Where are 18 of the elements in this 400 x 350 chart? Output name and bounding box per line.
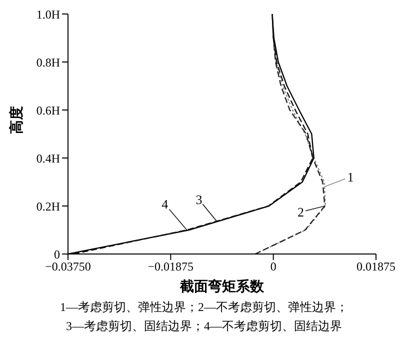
y-tick-label: 0.6H (36, 103, 60, 118)
x-tick-label: −0.03750 (45, 260, 91, 274)
y-axis-title: 高度 (8, 106, 25, 134)
x-axis-title: 截面弯矩系数 (178, 278, 265, 296)
y-tick-label: 0.8H (36, 55, 60, 70)
series-label: 4 (162, 196, 169, 212)
x-tick-label: 0.01875 (356, 260, 396, 274)
x-tick-label: −0.01875 (148, 260, 194, 274)
series-label: 3 (196, 192, 202, 208)
y-tick-label: 0.2H (36, 199, 60, 214)
text: 3—考虑剪切、固结边界；4—不考虑剪切、固结边界 (65, 318, 343, 335)
y-tick-label: 0.4H (36, 151, 60, 166)
series-label: 2 (298, 204, 304, 220)
y-tick-label: 0 (54, 247, 60, 262)
y-tick-label: 1.0H (36, 7, 60, 22)
x-tick-label: 0 (270, 260, 276, 274)
text: 1—考虑剪切、弹性边界；2—不考虑剪切、弹性边界； (59, 299, 349, 316)
legend-label: 1 (347, 169, 354, 184)
